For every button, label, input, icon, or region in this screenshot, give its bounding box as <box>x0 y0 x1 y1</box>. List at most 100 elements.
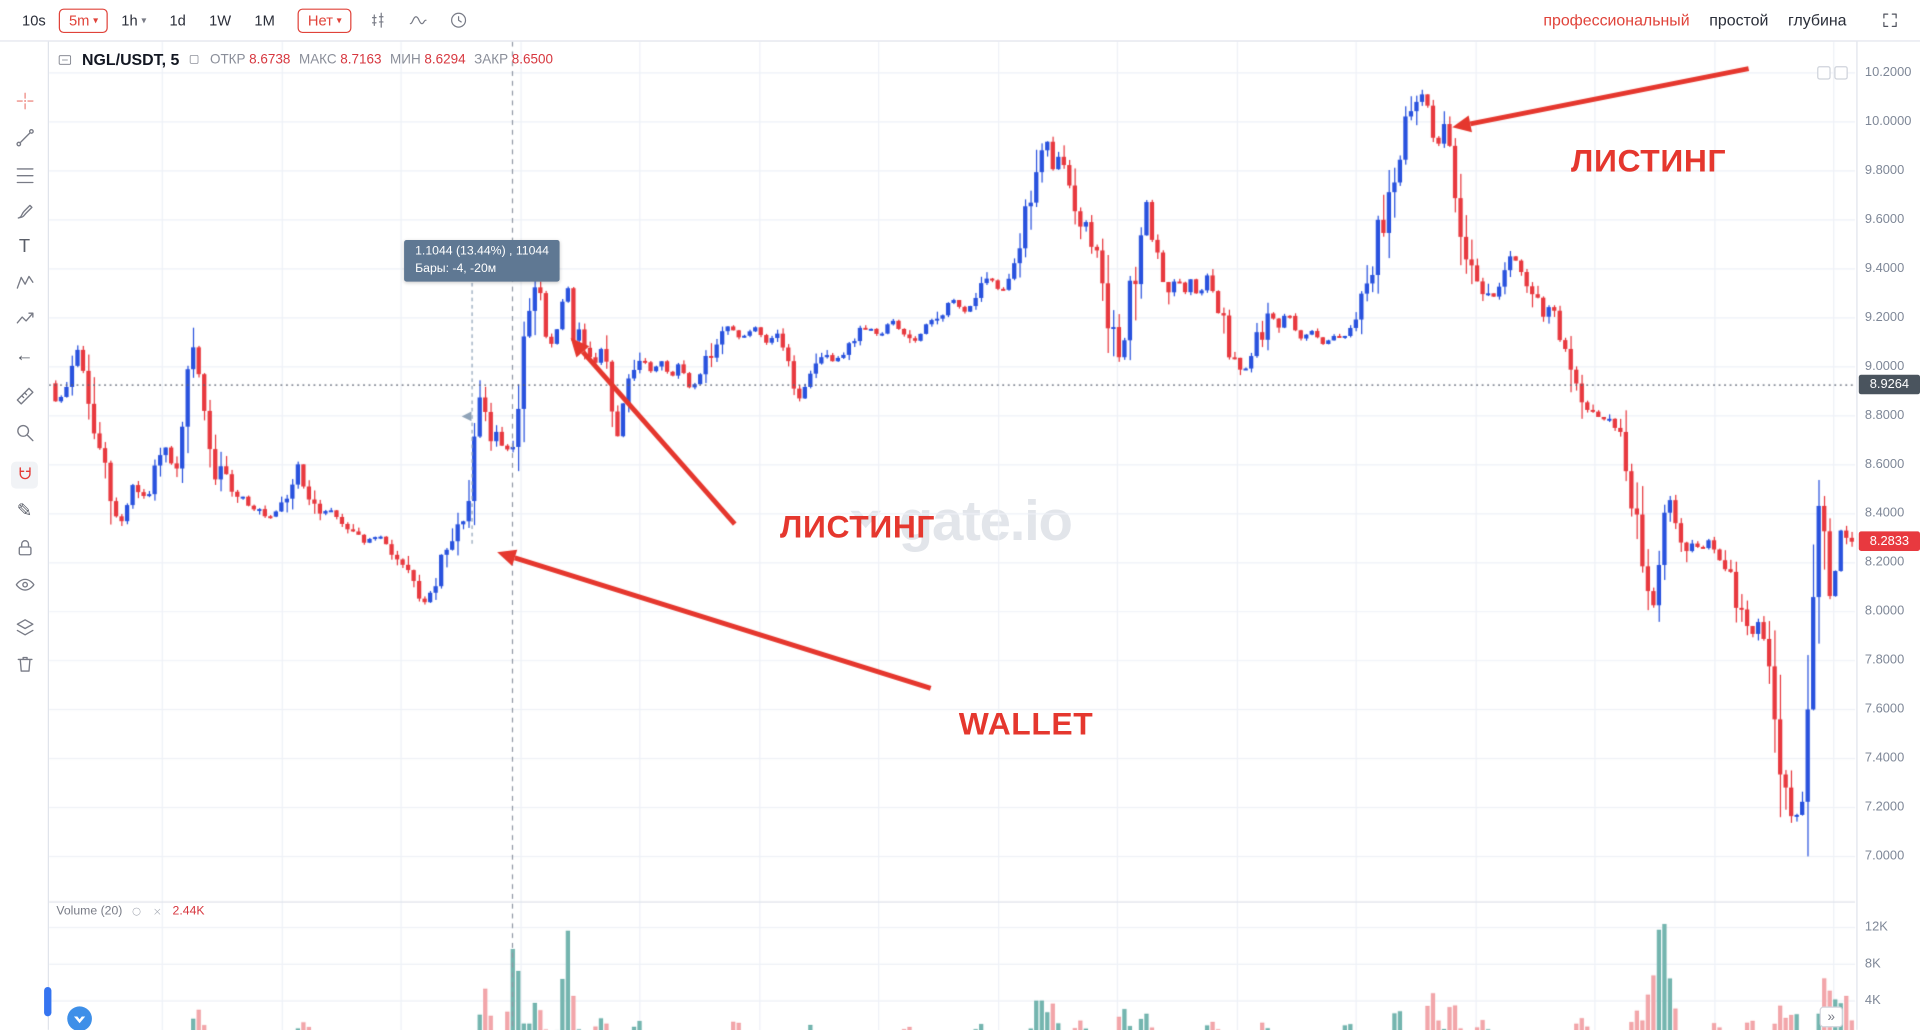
tab-simple[interactable]: простой <box>1709 11 1769 30</box>
price-tick: 9.2000 <box>1864 309 1905 325</box>
lock-tool[interactable] <box>11 534 38 561</box>
ohlc-low-value: 8.6294 <box>424 52 466 67</box>
volume-indicator-label: Volume (20) <box>56 904 123 919</box>
pane-maximize-button[interactable] <box>1817 66 1831 80</box>
double-chevron-icon: » <box>1827 1009 1835 1025</box>
ohlc-open-label: ОТКР <box>209 52 246 67</box>
price-tick: 8.2000 <box>1864 554 1905 570</box>
indicator-curve-icon[interactable] <box>405 7 432 34</box>
volume-visibility-icon[interactable] <box>131 906 143 918</box>
view-mode-tabs: профессиональный простой глубина <box>1543 7 1903 34</box>
arrow-left-icon: ← <box>15 344 34 366</box>
crosshair-cursor-tool[interactable] <box>11 87 38 114</box>
text-tool-glyph: T <box>18 235 31 257</box>
pane-settings-button[interactable] <box>1834 66 1848 80</box>
measure-bars-line: Бары: -4, -20м <box>415 262 497 276</box>
clock-icon[interactable] <box>446 7 473 34</box>
interval-button-1m[interactable]: 1M <box>245 8 285 32</box>
interval-button-5m[interactable]: 5m ▾ <box>59 7 108 33</box>
price-tick: 8.8000 <box>1864 407 1905 423</box>
layers-tool[interactable] <box>11 613 38 640</box>
price-tick: 8.0000 <box>1864 603 1905 619</box>
pencil-icon: ✎ <box>16 500 33 522</box>
pattern-tool[interactable] <box>11 268 38 295</box>
scroll-handle[interactable] <box>44 986 52 1017</box>
volume-tick: 8K <box>1864 956 1881 972</box>
legend-source-icon[interactable] <box>188 53 201 66</box>
ohlc-low: МИН 8.6294 <box>390 52 466 67</box>
volume-remove-icon[interactable] <box>152 906 164 918</box>
ohlc-close-value: 8.6500 <box>511 52 553 67</box>
chevron-down-icon: ▾ <box>141 14 147 26</box>
interval-button-10s[interactable]: 10s <box>12 8 55 32</box>
forecast-tool[interactable] <box>11 305 38 332</box>
tab-depth[interactable]: глубина <box>1787 11 1847 30</box>
interval-button-1h[interactable]: 1h ▾ <box>111 8 156 32</box>
crosshair-price-badge: 8.9264 <box>1858 374 1920 395</box>
interval-button-1w[interactable]: 1W <box>199 8 241 32</box>
measure-tooltip: 1.1044 (13.44%) , 11044 Бары: -4, -20м <box>404 240 561 282</box>
ruler-tool[interactable] <box>11 382 38 409</box>
indicators-dropdown[interactable]: Нет ▾ <box>298 7 352 33</box>
tab-professional[interactable]: профессиональный <box>1543 11 1690 30</box>
chart-style-icon[interactable] <box>365 7 392 34</box>
ohlc-open-value: 8.6738 <box>249 52 291 67</box>
interval-label: 1h <box>121 11 138 29</box>
price-tick: 9.0000 <box>1864 358 1905 374</box>
volume-current-value: 2.44K <box>172 904 205 919</box>
scroll-right-button[interactable]: » <box>1819 1006 1843 1028</box>
price-tick: 10.2000 <box>1864 64 1912 80</box>
ohlc-high: МАКС 8.7163 <box>299 52 382 67</box>
drawing-toolbar: T ← ✎ <box>0 41 49 1030</box>
price-tick: 9.8000 <box>1864 162 1905 178</box>
volume-legend: Volume (20) 2.44K <box>56 905 204 918</box>
price-tick: 7.6000 <box>1864 701 1905 717</box>
back-arrow-tool[interactable]: ← <box>11 342 38 369</box>
drawing-mode-tool[interactable]: ✎ <box>11 497 38 524</box>
price-axis[interactable]: 8.9264 8.2833 10.2000 10.0000 9.8000 9.6000… <box>1856 41 1920 1030</box>
last-price-badge: 8.2833 <box>1858 531 1920 552</box>
chevron-down-icon: ▾ <box>336 14 342 26</box>
price-tick: 10.0000 <box>1864 113 1912 129</box>
price-tick: 9.4000 <box>1864 260 1905 276</box>
price-tick: 8.4000 <box>1864 505 1905 521</box>
ohlc-close-label: ЗАКР <box>474 52 509 67</box>
ohlc-low-label: МИН <box>390 52 421 67</box>
chevron-down-icon: ▾ <box>93 14 99 26</box>
ohlc-high-value: 8.7163 <box>340 52 382 67</box>
gateio-chart-logo-button[interactable] <box>66 1005 93 1030</box>
indicators-label: Нет <box>307 11 333 29</box>
ohlc-close: ЗАКР 8.6500 <box>474 52 553 67</box>
price-tick: 7.0000 <box>1864 848 1905 864</box>
measure-change-line: 1.1044 (13.44%) , 11044 <box>415 244 549 259</box>
interval-group: 10s 5m ▾ 1h ▾ 1d 1W 1M Нет ▾ <box>12 7 472 34</box>
collapse-icon[interactable] <box>56 51 73 68</box>
annotation-listing-mid[interactable]: ЛИСТИНГ <box>780 508 936 545</box>
interval-label: 5m <box>69 11 90 29</box>
price-tick: 7.2000 <box>1864 799 1905 815</box>
fullscreen-icon[interactable] <box>1876 7 1903 34</box>
fibonacci-tool[interactable] <box>11 162 38 189</box>
zoom-tool[interactable] <box>11 419 38 446</box>
price-tick: 9.6000 <box>1864 211 1905 227</box>
brush-tool[interactable] <box>11 197 38 224</box>
ohlc-high-label: МАКС <box>298 52 337 67</box>
magnet-tool[interactable] <box>11 461 38 489</box>
text-tool[interactable]: T <box>11 233 38 260</box>
interval-button-1d[interactable]: 1d <box>160 8 196 32</box>
symbol-legend: NGL/USDT, 5 ОТКР 8.6738 МАКС 8.7163 МИН … <box>56 50 553 69</box>
price-tick: 7.4000 <box>1864 750 1905 766</box>
hide-drawings-tool[interactable] <box>11 571 38 598</box>
volume-tick: 4K <box>1864 993 1881 1008</box>
annotation-wallet[interactable]: WALLET <box>958 705 1094 743</box>
pane-buttons <box>1817 66 1848 80</box>
price-tick: 8.6000 <box>1864 456 1905 472</box>
volume-tick: 12K <box>1864 919 1888 935</box>
trash-tool[interactable] <box>11 650 38 677</box>
symbol-title[interactable]: NGL/USDT, 5 <box>82 50 180 69</box>
annotation-listing-top[interactable]: ЛИСТИНГ <box>1571 142 1727 179</box>
trendline-tool[interactable] <box>11 124 38 151</box>
ohlc-open: ОТКР 8.6738 <box>210 52 290 67</box>
